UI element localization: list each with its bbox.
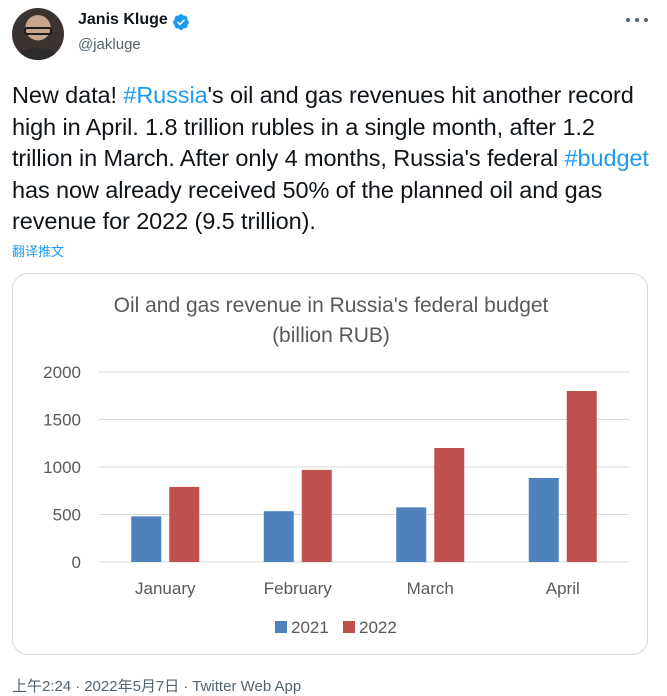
x-tick-label: January <box>135 579 196 598</box>
x-tick-label: March <box>407 579 454 598</box>
tweet-text-segment: New data! <box>12 82 124 108</box>
more-dot <box>626 18 630 22</box>
y-tick-label: 500 <box>53 506 81 525</box>
chart-title: Oil and gas revenue in Russia's federal … <box>114 294 549 317</box>
more-dot <box>644 18 648 22</box>
legend-label-2021: 2021 <box>291 618 329 637</box>
revenue-bar-chart: Oil and gas revenue in Russia's federal … <box>43 294 629 637</box>
hashtag-budget-link[interactable]: #budget <box>564 145 649 171</box>
y-tick-label: 2000 <box>43 363 81 382</box>
chart-image-card[interactable]: Oil and gas revenue in Russia's federal … <box>12 273 648 655</box>
more-dot <box>635 18 639 22</box>
meta-separator: · <box>183 678 189 695</box>
verified-badge-icon <box>173 14 189 30</box>
bar-2022-april <box>566 391 597 562</box>
chart-subtitle: (billion RUB) <box>272 324 390 347</box>
tweet-source-app[interactable]: Twitter Web App <box>192 678 302 695</box>
bar-2021-february <box>263 511 294 562</box>
tweet-text-segment: has now already received 50% of the plan… <box>12 176 603 235</box>
legend-swatch-2022 <box>343 621 355 633</box>
legend-swatch-2021 <box>275 621 287 633</box>
bar-2021-march <box>396 507 427 562</box>
author-handle[interactable]: @jakluge <box>78 36 141 53</box>
hashtag-russia-link[interactable]: #Russia <box>123 82 208 108</box>
tweet-text-segment: 's oil and gas revenues hit another reco… <box>12 82 634 171</box>
chart-x-axis: January February March April <box>135 579 580 598</box>
y-tick-label: 1500 <box>43 411 81 430</box>
chart-y-axis: 0 500 1000 1500 2000 <box>43 363 81 572</box>
tweet-date[interactable]: 2022年5月7日 <box>84 678 180 695</box>
bar-2022-january <box>169 486 200 562</box>
meta-separator: · <box>75 678 81 695</box>
tweet-meta: 上午2:24 · 2022年5月7日 · Twitter Web App <box>12 675 301 696</box>
y-tick-label: 0 <box>72 553 81 572</box>
author-name[interactable]: Janis Kluge <box>78 11 168 28</box>
more-options-icon[interactable] <box>626 12 648 28</box>
x-tick-label: February <box>264 579 333 598</box>
legend-label-2022: 2022 <box>359 618 397 637</box>
tweet-text: New data! #Russia's oil and gas revenues… <box>12 80 657 238</box>
avatar-shirt <box>18 48 58 60</box>
chart-legend: 2021 2022 <box>275 618 397 637</box>
x-tick-label: April <box>546 579 580 598</box>
translate-tweet-link[interactable]: 翻译推文 <box>12 244 65 259</box>
avatar-glasses <box>24 27 52 35</box>
y-tick-label: 1000 <box>43 458 81 477</box>
tweet-time[interactable]: 上午2:24 <box>12 678 72 695</box>
author-avatar[interactable] <box>12 8 64 60</box>
chart-bars <box>131 391 597 562</box>
bar-2022-march <box>434 448 465 562</box>
bar-2021-january <box>131 516 162 562</box>
bar-2022-february <box>301 469 332 562</box>
bar-2021-april <box>528 477 559 562</box>
